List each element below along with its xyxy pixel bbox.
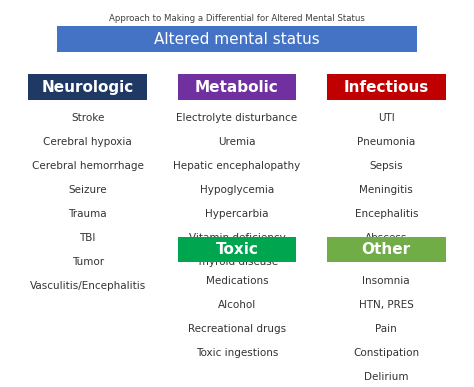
Text: Neurologic: Neurologic bbox=[42, 80, 134, 94]
Text: Metabolic: Metabolic bbox=[195, 80, 279, 94]
Text: Toxic ingestions: Toxic ingestions bbox=[196, 348, 278, 358]
Text: Cerebral hemorrhage: Cerebral hemorrhage bbox=[32, 161, 144, 171]
Text: Encephalitis: Encephalitis bbox=[355, 209, 418, 219]
Text: Infectious: Infectious bbox=[344, 80, 429, 94]
Text: Pneumonia: Pneumonia bbox=[357, 137, 415, 147]
FancyBboxPatch shape bbox=[327, 237, 446, 262]
Text: Electrolyte disturbance: Electrolyte disturbance bbox=[176, 113, 298, 123]
Text: Delirium: Delirium bbox=[364, 372, 409, 382]
Text: Cerebral hypoxia: Cerebral hypoxia bbox=[43, 137, 132, 147]
Text: Trauma: Trauma bbox=[68, 209, 107, 219]
Text: TBI: TBI bbox=[80, 233, 96, 243]
Text: Sepsis: Sepsis bbox=[370, 161, 403, 171]
Text: HTN, PRES: HTN, PRES bbox=[359, 300, 414, 310]
Text: Hypercarbia: Hypercarbia bbox=[205, 209, 269, 219]
Text: Other: Other bbox=[362, 242, 411, 257]
Text: Recreational drugs: Recreational drugs bbox=[188, 324, 286, 334]
Text: Abscess: Abscess bbox=[365, 233, 408, 243]
Text: Insomnia: Insomnia bbox=[363, 276, 410, 286]
Text: Stroke: Stroke bbox=[71, 113, 104, 123]
Text: UTI: UTI bbox=[378, 113, 395, 123]
Text: Constipation: Constipation bbox=[353, 348, 419, 358]
Text: Meningitis: Meningitis bbox=[359, 185, 413, 195]
Text: Approach to Making a Differential for Altered Mental Status: Approach to Making a Differential for Al… bbox=[109, 14, 365, 22]
Text: Altered mental status: Altered mental status bbox=[154, 32, 320, 46]
Text: Vitamin deficiency: Vitamin deficiency bbox=[189, 233, 285, 243]
Text: Alcohol: Alcohol bbox=[218, 300, 256, 310]
Text: Hepatic encephalopathy: Hepatic encephalopathy bbox=[173, 161, 301, 171]
FancyBboxPatch shape bbox=[178, 237, 296, 262]
FancyBboxPatch shape bbox=[327, 74, 446, 99]
Text: Pain: Pain bbox=[375, 324, 397, 334]
FancyBboxPatch shape bbox=[28, 74, 147, 99]
FancyBboxPatch shape bbox=[57, 26, 417, 52]
Text: Tumor: Tumor bbox=[72, 257, 104, 267]
Text: Vasculitis/Encephalitis: Vasculitis/Encephalitis bbox=[29, 281, 146, 291]
FancyBboxPatch shape bbox=[178, 74, 296, 99]
Text: Thyroid disease: Thyroid disease bbox=[196, 257, 278, 267]
Text: Hypoglycemia: Hypoglycemia bbox=[200, 185, 274, 195]
Text: Toxic: Toxic bbox=[216, 242, 258, 257]
Text: Uremia: Uremia bbox=[218, 137, 256, 147]
Text: Seizure: Seizure bbox=[68, 185, 107, 195]
Text: Medications: Medications bbox=[206, 276, 268, 286]
